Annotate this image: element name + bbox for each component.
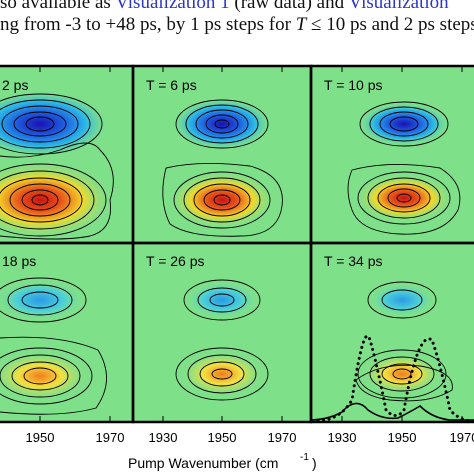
caption-variable: T	[295, 14, 307, 35]
x-axis-label: Pump Wavenumber (cm -1 )	[128, 452, 317, 471]
panel-label: 18 ps	[2, 253, 36, 269]
panel-label: T = 34 ps	[324, 253, 383, 269]
x-tick-label: 1950	[388, 430, 417, 445]
caption-line-1: so available as Visualization 1 (raw dat…	[0, 0, 474, 14]
x-tick-label: 1950	[208, 430, 237, 445]
panel-26ps	[175, 279, 269, 401]
x-tick-label: 1930	[149, 430, 178, 445]
x-axis-label-text: Pump Wavenumber (cm	[128, 455, 278, 471]
caption-text: so available as	[0, 0, 116, 13]
caption-text: ng from -3 to +48 ps, by 1 ps steps for	[0, 14, 296, 35]
panel-6ps	[162, 98, 283, 237]
panel-label: 2 ps	[2, 77, 28, 93]
caption-text: ≤ 10 ps and 2 ps steps f	[306, 14, 474, 35]
panel-10ps	[347, 101, 461, 235]
x-axis-label-exponent: -1	[300, 452, 309, 463]
pump-spectrum-dotted	[316, 334, 474, 422]
visualization-1-link[interactable]: Visualization 1	[115, 0, 230, 13]
x-tick-label: 1950	[26, 430, 55, 445]
x-tick-label: 1970	[450, 430, 474, 445]
panel-label: T = 26 ps	[146, 253, 205, 269]
panel-label: T = 10 ps	[324, 77, 383, 93]
panel-label: T = 6 ps	[146, 77, 197, 93]
panel-2ps	[0, 90, 114, 240]
panel-34ps	[312, 281, 474, 422]
probe-spectrum-solid	[312, 402, 474, 421]
tick-marks	[39, 66, 463, 422]
x-tick-label: 1970	[268, 430, 297, 445]
caption-line-2: ng from -3 to +48 ps, by 1 ps steps for …	[0, 14, 474, 36]
caption-text: (raw data) and	[229, 0, 349, 13]
visualization-2-link[interactable]: Visualization	[348, 0, 449, 13]
panel-18ps	[0, 277, 107, 415]
x-tick-label: 1930	[328, 430, 357, 445]
x-tick-label: 1970	[96, 430, 125, 445]
x-axis-label-close: )	[312, 455, 317, 471]
